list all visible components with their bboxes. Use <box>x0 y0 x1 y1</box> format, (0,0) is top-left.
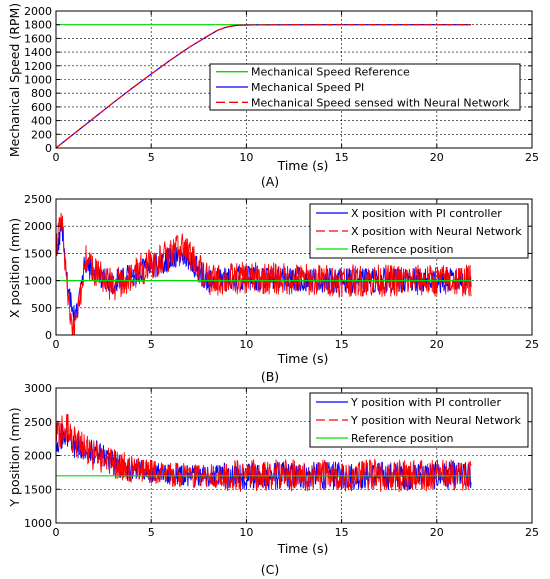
y-tick-label: 0 <box>45 142 52 155</box>
x-tick-label: 20 <box>430 338 444 351</box>
plot-frame <box>55 198 533 336</box>
legend: Mechanical Speed Reference Mechanical Spe… <box>209 63 521 111</box>
legend: X position with PI controller X position … <box>309 203 529 259</box>
legend-label: Mechanical Speed sensed with Neural Netw… <box>251 96 510 109</box>
y-tick-label: 1000 <box>24 74 52 87</box>
y-tick-label: 1800 <box>24 19 52 32</box>
x-axis-label: Time (s) <box>277 351 329 366</box>
legend-label: Mechanical Speed PI <box>251 81 364 94</box>
y-tick-label: 1000 <box>24 517 52 530</box>
y-tick-label: 2500 <box>24 193 52 206</box>
y-tick-label: 2000 <box>24 220 52 233</box>
chart-1: 0 5 10 15 20 25 020040060080010001200140016001… <box>7 3 539 189</box>
y-tick-label: 600 <box>31 101 52 114</box>
series-line-1 <box>56 423 472 490</box>
x-tick-label: 5 <box>148 526 155 539</box>
x-tick-label: 10 <box>239 151 253 164</box>
x-tick-label: 25 <box>525 526 539 539</box>
y-tick-label: 3000 <box>24 382 52 395</box>
y-tick-label: 1400 <box>24 46 52 59</box>
y-tick-label: 1200 <box>24 60 52 73</box>
y-tick-label: 800 <box>31 87 52 100</box>
y-tick-label: 2000 <box>24 450 52 463</box>
x-tick-label: 0 <box>53 338 60 351</box>
series-line-3 <box>56 24 472 148</box>
legend-label: Mechanical Speed Reference <box>251 66 410 79</box>
x-tick-label: 25 <box>525 338 539 351</box>
y-axis-label: Mechanical Speed (RPM) <box>7 3 22 157</box>
legend-label: Reference position <box>351 243 453 256</box>
y-axis-label: Y position (mm) <box>7 407 22 507</box>
chart-caption: (C) <box>261 562 279 577</box>
chart-2: 0 5 10 15 20 25 0 500 1000 1500 2000 2500 Time (s) X … <box>7 193 539 384</box>
y-tick-label: 1000 <box>24 275 52 288</box>
chart-caption: (A) <box>261 174 279 189</box>
x-tick-label: 5 <box>148 151 155 164</box>
legend-box <box>209 63 521 111</box>
chart-caption: (B) <box>261 369 279 384</box>
legend-label: Reference position <box>351 432 453 445</box>
legend-label: Y position with PI controller <box>350 396 501 409</box>
x-tick-label: 15 <box>335 151 349 164</box>
y-tick-label: 200 <box>31 128 52 141</box>
x-tick-label: 0 <box>53 151 60 164</box>
x-axis-label: Time (s) <box>277 541 329 556</box>
y-tick-label: 1600 <box>24 32 52 45</box>
series-line-2 <box>56 413 472 493</box>
legend-label: X position with Neural Network <box>351 225 522 238</box>
x-tick-label: 10 <box>239 526 253 539</box>
y-axis-label: X position (mm) <box>7 218 22 318</box>
y-tick-label: 1500 <box>24 483 52 496</box>
y-tick-label: 1500 <box>24 247 52 260</box>
y-tick-label: 2500 <box>24 416 52 429</box>
x-tick-label: 5 <box>148 338 155 351</box>
x-axis-label: Time (s) <box>277 158 329 173</box>
series-line-2 <box>56 212 472 335</box>
x-tick-label: 15 <box>335 526 349 539</box>
y-tick-label: 0 <box>45 329 52 342</box>
x-tick-label: 0 <box>53 526 60 539</box>
chart-3: 0 5 10 15 20 25 1000 1500 2000 2500 3000 Time (s) Y … <box>7 382 539 577</box>
y-tick-label: 400 <box>31 115 52 128</box>
legend-label: X position with PI controller <box>351 207 502 220</box>
x-tick-label: 25 <box>525 151 539 164</box>
y-tick-label: 500 <box>31 302 52 315</box>
x-tick-label: 20 <box>430 526 444 539</box>
x-tick-label: 20 <box>430 151 444 164</box>
x-tick-label: 10 <box>239 338 253 351</box>
legend-label: Y position with Neural Network <box>350 414 521 427</box>
x-tick-label: 15 <box>335 338 349 351</box>
legend: Y position with PI controller Y position … <box>309 392 529 448</box>
y-tick-label: 2000 <box>24 5 52 18</box>
